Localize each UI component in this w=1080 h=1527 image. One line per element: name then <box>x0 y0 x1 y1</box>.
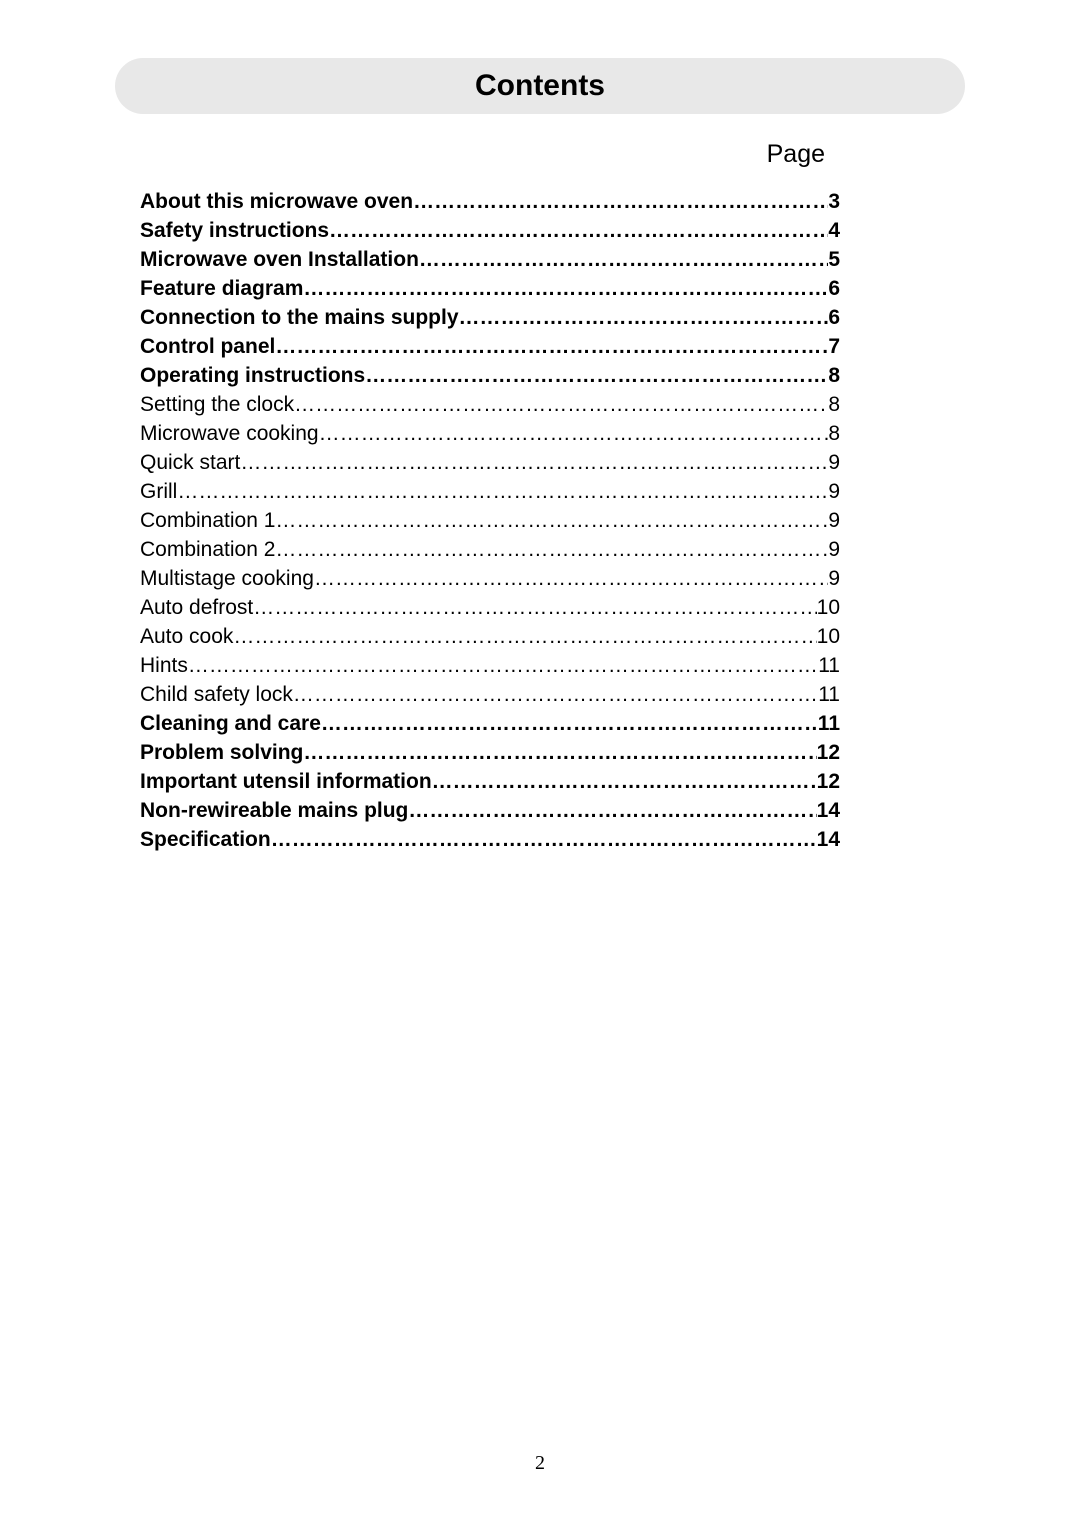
toc-entry-page: 5 <box>828 248 840 272</box>
toc-entry-label: Microwave cooking <box>140 422 319 446</box>
toc-entry-page: 11 <box>818 683 840 707</box>
toc-entry-label: Non-rewireable mains plug <box>140 799 408 823</box>
toc-leader-dots: …………………………………………………………………………………………………………… <box>293 683 818 707</box>
toc-entry-label: Specification <box>140 828 271 852</box>
toc-leader-dots: …………………………………………………………………………………………………………… <box>271 828 817 852</box>
toc-entry: Microwave oven Installation…………………………………… <box>140 248 840 272</box>
toc-leader-dots: …………………………………………………………………………………………………………… <box>365 364 828 388</box>
toc-entry: Microwave cooking……………………………………………………………… <box>140 422 840 446</box>
toc-leader-dots: …………………………………………………………………………………………………………… <box>177 480 828 504</box>
header-pill: Contents <box>115 58 965 114</box>
toc-entry-label: Auto cook <box>140 625 233 649</box>
contents-title: Contents <box>475 69 605 103</box>
toc-entry-page: 12 <box>817 770 840 794</box>
toc-entry-label: Quick start <box>140 451 240 475</box>
toc-entry-page: 9 <box>828 451 840 475</box>
toc-entry-label: Multistage cooking <box>140 567 314 591</box>
toc-entry: Problem solving…………………………………………………………………… <box>140 741 840 765</box>
toc-leader-dots: …………………………………………………………………………………………………………… <box>303 277 828 301</box>
toc-leader-dots: …………………………………………………………………………………………………………… <box>319 422 829 446</box>
toc-entry: Auto cook…………………………………………………………………………………… <box>140 625 840 649</box>
toc-leader-dots: …………………………………………………………………………………………………………… <box>459 306 829 330</box>
toc-entry: Safety instructions………………………………………………………… <box>140 219 840 243</box>
toc-leader-dots: …………………………………………………………………………………………………………… <box>275 509 828 533</box>
toc-entry-page: 9 <box>828 480 840 504</box>
page-column-label: Page <box>767 140 825 169</box>
toc-entry-page: 9 <box>828 567 840 591</box>
toc-entry: About this microwave oven ……………………………………… <box>140 190 840 214</box>
toc-entry-label: Hints <box>140 654 188 678</box>
toc-entry-label: Problem solving <box>140 741 303 765</box>
toc-entry: Child safety lock……………………………………………………………… <box>140 683 840 707</box>
toc-leader-dots: …………………………………………………………………………………………………………… <box>294 393 828 417</box>
toc-entry-label: Connection to the mains supply <box>140 306 459 330</box>
toc-entry: Combination 1………………………………………………………………………… <box>140 509 840 533</box>
toc-entry-page: 8 <box>828 364 840 388</box>
toc-leader-dots: …………………………………………………………………………………………………………… <box>303 741 816 765</box>
toc-leader-dots: …………………………………………………………………………………………………………… <box>413 190 828 214</box>
page-number: 2 <box>535 1452 545 1475</box>
toc-leader-dots: …………………………………………………………………………………………………………… <box>233 625 816 649</box>
toc-entry-label: Auto defrost <box>140 596 253 620</box>
toc-leader-dots: …………………………………………………………………………………………………………… <box>432 770 817 794</box>
toc-entry-page: 9 <box>828 538 840 562</box>
toc-leader-dots: …………………………………………………………………………………………………………… <box>240 451 828 475</box>
toc-leader-dots: …………………………………………………………………………………………………………… <box>275 538 828 562</box>
toc-entry-label: Combination 1 <box>140 509 275 533</box>
toc-entry: Connection to the mains supply…………………………… <box>140 306 840 330</box>
toc-entry-label: Cleaning and care <box>140 712 321 736</box>
toc-entry: Quick start …………………………………………………………………………… <box>140 451 840 475</box>
toc-entry: Non-rewireable mains plug………………………………………… <box>140 799 840 823</box>
table-of-contents: About this microwave oven ……………………………………… <box>140 190 840 857</box>
toc-entry-label: About this microwave oven <box>140 190 413 214</box>
toc-entry-page: 10 <box>817 625 840 649</box>
toc-entry-page: 8 <box>828 393 840 417</box>
toc-entry-page: 7 <box>828 335 840 359</box>
toc-entry-page: 8 <box>828 422 840 446</box>
toc-entry-label: Control panel <box>140 335 275 359</box>
toc-entry-label: Child safety lock <box>140 683 293 707</box>
toc-leader-dots: …………………………………………………………………………………………………………… <box>419 248 828 272</box>
toc-entry: Operating instructions………………………………………………… <box>140 364 840 388</box>
toc-entry-label: Setting the clock <box>140 393 294 417</box>
toc-leader-dots: …………………………………………………………………………………………………………… <box>275 335 828 359</box>
toc-entry-label: Grill <box>140 480 177 504</box>
toc-entry-page: 14 <box>817 828 840 852</box>
toc-entry-page: 9 <box>828 509 840 533</box>
toc-entry-label: Feature diagram <box>140 277 303 301</box>
toc-entry: Hints……………………………………………………………………………………………… <box>140 654 840 678</box>
toc-entry-page: 6 <box>828 277 840 301</box>
toc-entry: Combination 2………………………………………………………………………… <box>140 538 840 562</box>
toc-entry: Cleaning and care……………………………………………………………… <box>140 712 840 736</box>
toc-entry-label: Important utensil information <box>140 770 432 794</box>
toc-entry: Auto defrost…………………………………………………………………………… <box>140 596 840 620</box>
toc-entry-page: 3 <box>828 190 840 214</box>
toc-entry: Control panel………………………………………………………………………… <box>140 335 840 359</box>
toc-entry-label: Microwave oven Installation <box>140 248 419 272</box>
toc-leader-dots: …………………………………………………………………………………………………………… <box>329 219 828 243</box>
toc-entry: Feature diagram…………………………………………………………………… <box>140 277 840 301</box>
toc-entry-page: 11 <box>818 712 840 736</box>
toc-leader-dots: …………………………………………………………………………………………………………… <box>321 712 818 736</box>
toc-entry: Important utensil information……………………………… <box>140 770 840 794</box>
toc-leader-dots: …………………………………………………………………………………………………………… <box>253 596 816 620</box>
toc-leader-dots: …………………………………………………………………………………………………………… <box>314 567 828 591</box>
toc-entry-label: Safety instructions <box>140 219 329 243</box>
toc-entry-page: 6 <box>828 306 840 330</box>
toc-entry-page: 10 <box>817 596 840 620</box>
toc-entry: Grill……………………………………………………………………………………………… <box>140 480 840 504</box>
toc-entry-page: 14 <box>817 799 840 823</box>
toc-entry-page: 11 <box>818 654 840 678</box>
toc-leader-dots: …………………………………………………………………………………………………………… <box>188 654 818 678</box>
toc-entry-label: Operating instructions <box>140 364 365 388</box>
toc-entry-label: Combination 2 <box>140 538 275 562</box>
toc-entry: Setting the clock……………………………………………………………… <box>140 393 840 417</box>
toc-entry: Specification………………………………………………………………………… <box>140 828 840 852</box>
toc-leader-dots: …………………………………………………………………………………………………………… <box>408 799 816 823</box>
toc-entry: Multistage cooking…………………………………………………………… <box>140 567 840 591</box>
toc-entry-page: 12 <box>817 741 840 765</box>
toc-entry-page: 4 <box>828 219 840 243</box>
